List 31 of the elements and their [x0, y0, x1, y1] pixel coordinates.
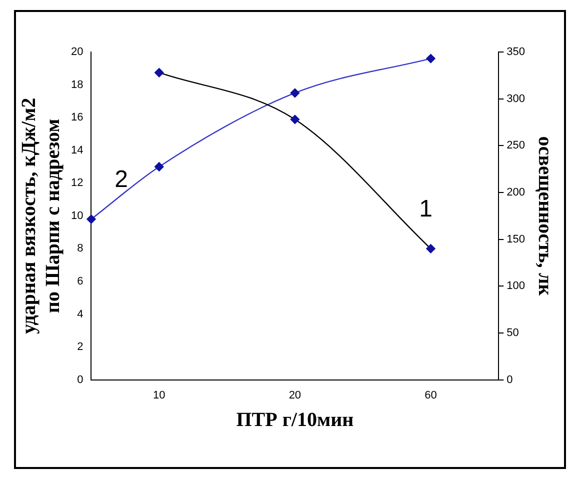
y2-tick-label: 200 — [506, 186, 526, 199]
y-tick-label: 6 — [77, 275, 84, 288]
point — [290, 88, 300, 98]
y-tick-label: 8 — [77, 242, 84, 255]
y2-axis-title: освещенность, лк — [534, 136, 556, 296]
y-tick-label: 0 — [77, 374, 84, 386]
y2-tick-label: 250 — [506, 140, 526, 152]
x-tick-label: 20 — [288, 389, 302, 402]
y2-tick-label: 350 — [506, 46, 526, 58]
y-axis-title: ударная вязкость, кДж/м2 по Шарпи с надрезом — [18, 98, 64, 334]
y2-tick-label: 150 — [506, 233, 526, 246]
y-tick-label: 18 — [70, 78, 84, 91]
y-tick-label: 16 — [70, 112, 84, 124]
y-tick-label: 2 — [77, 341, 84, 354]
y2-tick-label: 300 — [506, 92, 526, 105]
x-tick-label: 60 — [424, 389, 437, 402]
y-tick-label: 10 — [70, 210, 84, 222]
y-tick-label: 4 — [77, 308, 84, 320]
y-tick-label: 12 — [70, 177, 84, 190]
point — [86, 214, 96, 224]
point — [154, 162, 164, 172]
x-axis-title: ПТР г/10мин — [236, 409, 354, 432]
y2-tick-label: 100 — [506, 280, 526, 292]
point — [426, 54, 436, 64]
series-label: 2 — [114, 166, 128, 194]
y-tick-label: 14 — [70, 144, 84, 156]
y2-tick-label: 0 — [506, 374, 513, 386]
series-label: 1 — [419, 196, 432, 223]
x-tick-label: 10 — [153, 389, 166, 402]
y2-tick-label: 50 — [506, 327, 519, 340]
y-tick-label: 20 — [70, 46, 84, 58]
